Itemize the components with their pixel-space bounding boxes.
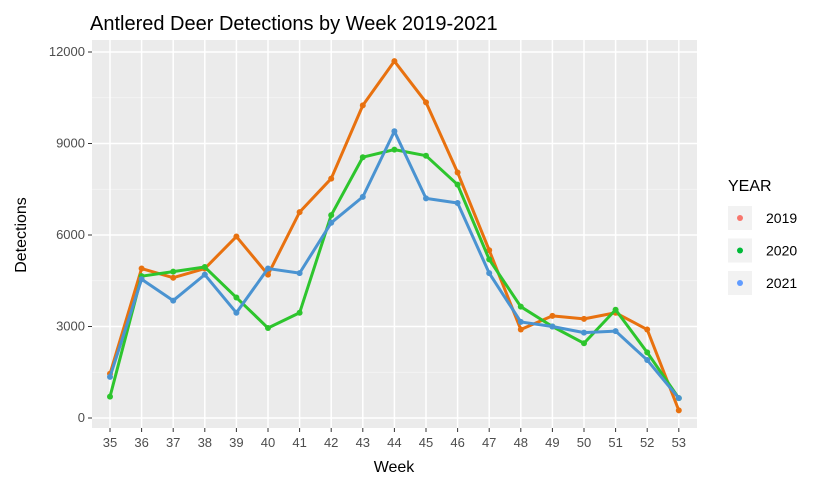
data-point [612,328,619,335]
x-tick-label: 47 [482,435,496,450]
legend: YEAR 2019 2020 2021 [728,178,797,295]
series-2021 [107,128,682,402]
x-tick-label: 42 [324,435,338,450]
data-point [391,58,398,65]
data-point [644,349,651,356]
data-point [486,247,493,254]
x-tick-label: 48 [514,435,528,450]
y-tick-label: 9000 [56,136,85,151]
x-tick-label: 46 [450,435,464,450]
legend-label: 2020 [766,243,797,259]
x-tick-label: 51 [608,435,622,450]
legend-label: 2021 [766,275,797,291]
data-point [138,276,145,283]
data-point [644,326,651,333]
x-tick-label: 49 [545,435,559,450]
data-point [644,357,651,364]
x-tick-label: 52 [640,435,654,450]
data-point [675,407,682,414]
x-tick-label: 45 [419,435,433,450]
data-point [138,265,145,272]
y-tick-label: 12000 [49,44,85,59]
y-tick-label: 0 [78,410,85,425]
data-point [517,326,524,333]
data-point [517,303,524,310]
x-tick-label: 38 [198,435,212,450]
x-tick-label: 40 [261,435,275,450]
data-point [201,264,208,271]
data-point [359,193,366,200]
data-point [517,318,524,325]
data-point [549,323,556,330]
data-point [233,309,240,316]
x-tick-label: 53 [672,435,686,450]
x-tick-label: 37 [166,435,180,450]
data-point [423,99,429,106]
x-tick-label: 44 [387,435,401,450]
legend-item-2019: 2019 [728,206,797,230]
y-tick-label: 6000 [56,227,85,242]
legend-title: YEAR [728,178,772,195]
data-point [328,219,335,226]
x-tick-label: 43 [356,435,370,450]
data-point [486,270,493,277]
data-point [581,315,587,322]
data-point [549,312,556,319]
chart-title: Antlered Deer Detections by Week 2019-20… [90,13,498,35]
data-point [328,212,335,219]
data-point [107,373,113,380]
data-point [328,175,335,182]
x-tick-label: 39 [229,435,243,450]
data-point [170,297,177,304]
x-tick-label: 41 [292,435,306,450]
data-point [170,274,177,281]
data-point [201,271,208,278]
legend-label: 2019 [766,210,797,226]
data-point [486,256,493,263]
data-point [581,329,587,336]
data-point [454,199,461,206]
data-point [612,306,619,313]
x-axis-label: Week [374,459,416,476]
y-tick-label: 3000 [56,319,85,334]
legend-dot-icon [737,280,743,286]
data-point [454,169,461,176]
data-point [296,309,303,316]
legend-dot-icon [737,215,743,221]
data-point [265,265,271,272]
x-tick-label: 36 [134,435,148,450]
data-point [296,270,303,277]
data-point [454,181,461,188]
legend-item-2020: 2020 [728,238,797,263]
legend-dot-icon [737,247,743,254]
x-tick-label: 35 [103,435,117,450]
data-point [423,195,429,202]
data-point [581,340,587,347]
legend-item-2021: 2021 [728,271,797,295]
data-point [423,152,429,159]
data-point [675,395,682,402]
y-axis-label: Detections [13,197,30,273]
data-point [233,233,240,240]
data-point [233,294,240,301]
x-tick-label: 50 [577,435,591,450]
data-point [296,209,303,216]
data-point [107,393,113,400]
data-point [391,146,398,153]
data-point [170,268,177,275]
data-point [391,128,398,135]
data-point [359,102,366,109]
data-point [359,154,366,161]
data-point [265,325,271,332]
